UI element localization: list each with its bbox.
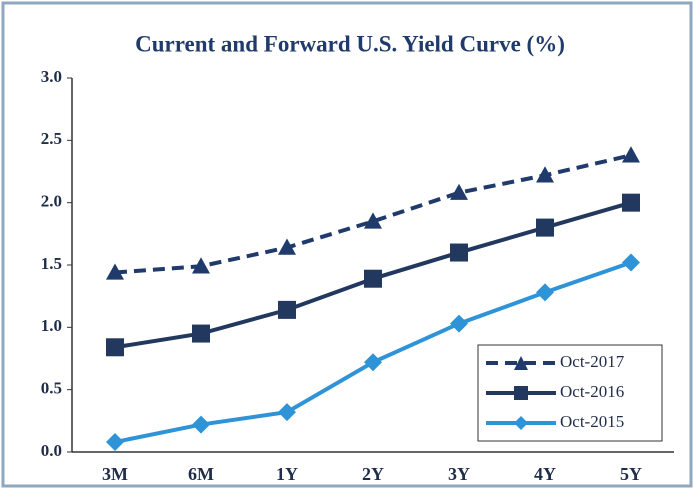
y-tick-label: 0.0	[41, 441, 62, 460]
marker	[622, 193, 640, 212]
x-tick-label: 3M	[102, 464, 128, 484]
legend-marker	[514, 356, 528, 370]
marker	[278, 238, 296, 255]
marker	[450, 243, 468, 262]
chart-title: Current and Forward U.S. Yield Curve (%)	[135, 31, 565, 56]
y-tick-label: 3.0	[41, 67, 62, 86]
x-tick-label: 1Y	[276, 464, 298, 484]
marker	[192, 415, 210, 434]
marker	[536, 283, 554, 302]
marker	[536, 166, 554, 183]
marker	[278, 300, 296, 319]
x-tick-label: 5Y	[620, 464, 642, 484]
legend-marker	[514, 416, 528, 430]
marker	[364, 353, 382, 372]
marker	[450, 183, 468, 200]
y-tick-label: 1.5	[41, 254, 62, 273]
marker	[622, 146, 640, 163]
marker	[106, 263, 124, 280]
marker	[192, 257, 210, 274]
marker	[278, 403, 296, 422]
y-tick-label: 2.0	[41, 192, 62, 211]
marker	[364, 212, 382, 229]
legend-marker	[514, 386, 528, 400]
marker	[192, 324, 210, 343]
y-tick-label: 1.0	[41, 316, 62, 335]
legend-label: Oct-2015	[560, 412, 624, 431]
marker	[106, 433, 124, 452]
marker	[536, 218, 554, 237]
x-tick-label: 4Y	[534, 464, 556, 484]
marker	[106, 338, 124, 357]
y-tick-label: 0.5	[41, 379, 62, 398]
marker	[450, 314, 468, 333]
x-tick-label: 6M	[188, 464, 214, 484]
marker	[364, 269, 382, 288]
marker	[622, 253, 640, 272]
y-tick-label: 2.5	[41, 129, 62, 148]
legend-label: Oct-2016	[560, 382, 624, 401]
legend-label: Oct-2017	[560, 352, 625, 371]
x-tick-label: 3Y	[448, 464, 470, 484]
x-tick-label: 2Y	[362, 464, 384, 484]
